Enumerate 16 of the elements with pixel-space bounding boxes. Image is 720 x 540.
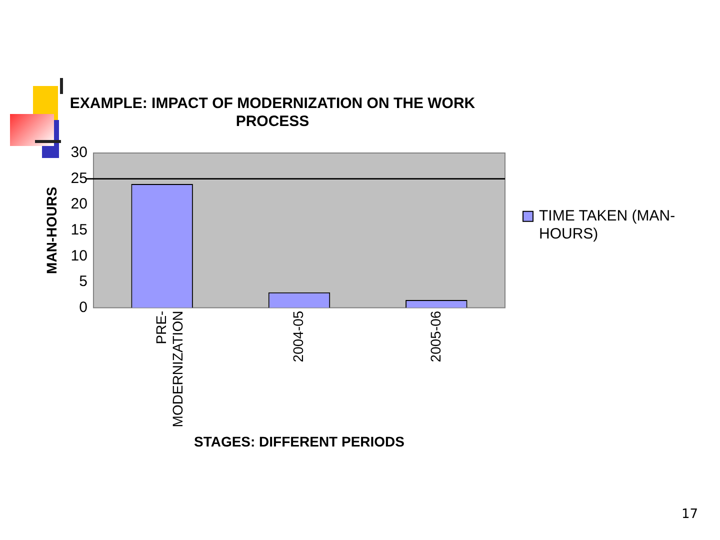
y-axis-title: MAN-HOURS [43,186,60,274]
y-tick-label: 20 [70,196,88,213]
x-tick-label: PRE-MODERNIZATION [152,310,186,428]
y-tick-label: 25 [70,170,88,187]
y-tick-label: 0 [79,298,88,316]
y-tick-label: 15 [70,222,88,239]
text: EXAMPLE: IMPACT OF MODERNIZATION ON THE WORK [70,95,476,112]
text: PROCESS [236,113,310,130]
y-tick-label: 30 [70,144,88,162]
y-tick-label: 5 [79,273,88,290]
x-tick-label: 2004-05 [290,310,306,362]
legend-label: TIME TAKEN (MAN-HOURS) [539,208,676,243]
x-axis-title: STAGES: DIFFERENT PERIODS [194,433,405,450]
x-tick-label: 2005-06 [427,310,444,362]
y-tick-label: 10 [70,247,88,264]
text: 17 [681,507,698,522]
